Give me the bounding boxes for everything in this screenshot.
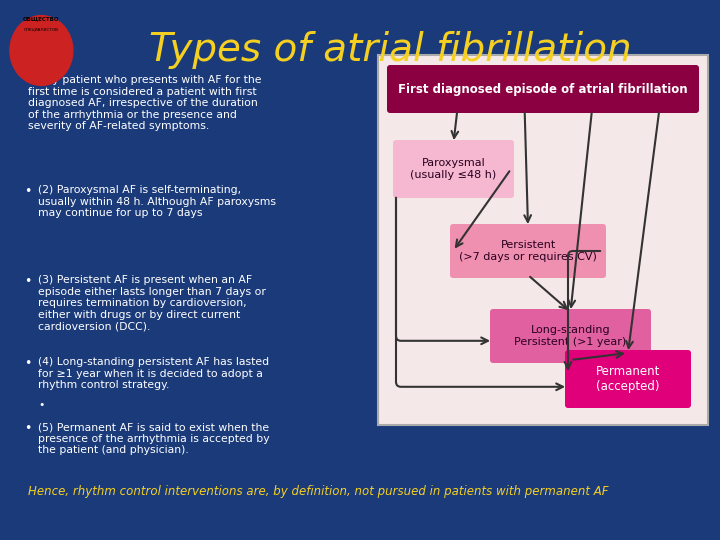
- Text: Every patient who presents with AF for the
first time is considered a patient wi: Every patient who presents with AF for t…: [28, 75, 261, 131]
- FancyBboxPatch shape: [378, 55, 708, 425]
- Circle shape: [10, 16, 73, 85]
- FancyBboxPatch shape: [387, 65, 699, 113]
- Text: СПЕЦИАЛИСТОВ: СПЕЦИАЛИСТОВ: [24, 28, 59, 31]
- Text: Permanent
(accepted): Permanent (accepted): [596, 365, 660, 393]
- Text: Long-standing
Persistent (>1 year): Long-standing Persistent (>1 year): [514, 325, 626, 347]
- Text: Hence, rhythm control interventions are, by definition, not pursued in patients : Hence, rhythm control interventions are,…: [28, 485, 608, 498]
- FancyBboxPatch shape: [393, 140, 514, 198]
- Text: (2) Paroxysmal AF is self-terminating,
usually within 48 h. Although AF paroxysm: (2) Paroxysmal AF is self-terminating, u…: [38, 185, 276, 218]
- Text: •: •: [24, 185, 32, 198]
- Text: First diagnosed episode of atrial fibrillation: First diagnosed episode of atrial fibril…: [398, 83, 688, 96]
- Text: •: •: [24, 422, 32, 435]
- FancyBboxPatch shape: [565, 350, 691, 408]
- FancyBboxPatch shape: [490, 309, 651, 363]
- Text: •: •: [24, 275, 32, 288]
- Text: (4) Long-standing persistent AF has lasted
for ≥1 year when it is decided to ado: (4) Long-standing persistent AF has last…: [38, 357, 269, 390]
- Text: Persistent
(>7 days or requires CV): Persistent (>7 days or requires CV): [459, 240, 597, 262]
- Text: •: •: [38, 400, 45, 410]
- Text: (3) Persistent AF is present when an AF
episode either lasts longer than 7 days : (3) Persistent AF is present when an AF …: [38, 275, 266, 332]
- Text: (5) Permanent AF is said to exist when the
presence of the arrhythmia is accepte: (5) Permanent AF is said to exist when t…: [38, 422, 269, 455]
- Text: ОБЩЕСТВО: ОБЩЕСТВО: [23, 16, 60, 21]
- Text: •: •: [24, 357, 32, 370]
- FancyBboxPatch shape: [450, 224, 606, 278]
- Text: Types of atrial fibrillation: Types of atrial fibrillation: [149, 31, 631, 69]
- Text: Paroxysmal
(usually ≤48 h): Paroxysmal (usually ≤48 h): [410, 158, 497, 180]
